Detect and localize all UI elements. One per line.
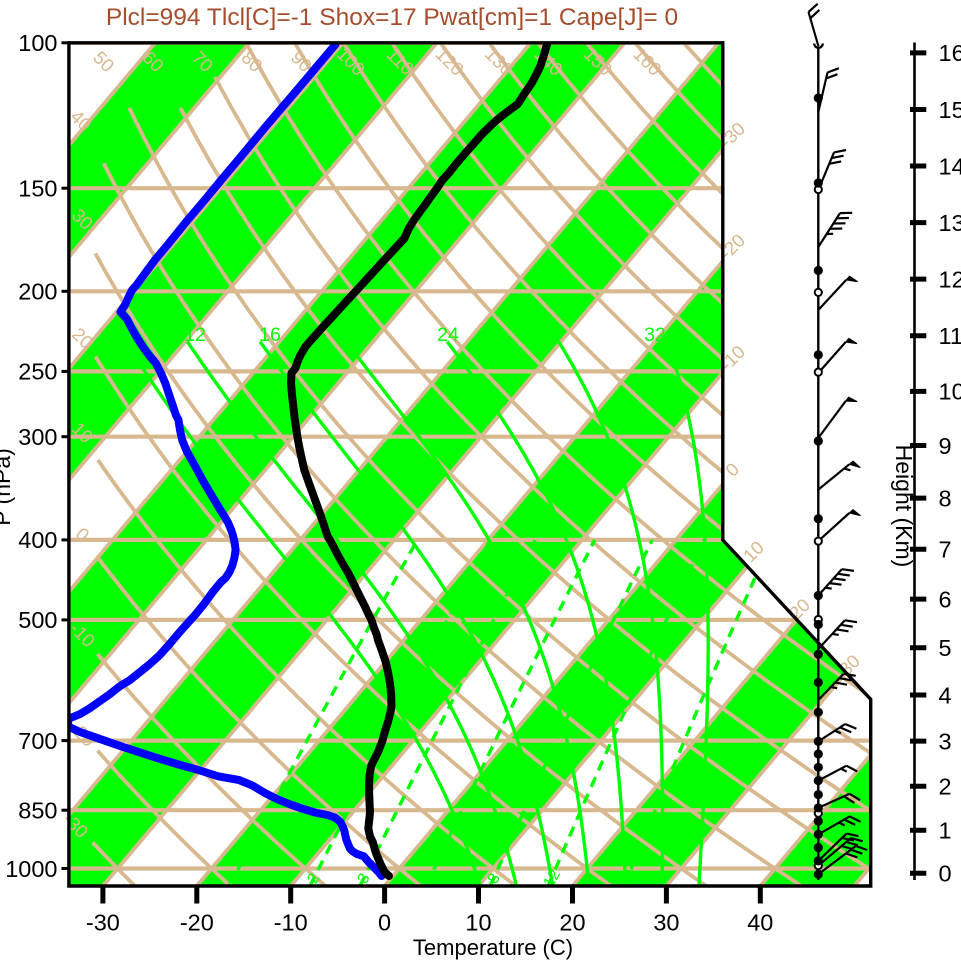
svg-text:-30: -30 xyxy=(86,910,120,936)
svg-text:28: 28 xyxy=(540,324,562,346)
svg-text:-20: -20 xyxy=(180,910,214,936)
svg-text:Plcl=994 Tlcl[C]=-1 Shox=17 Pw: Plcl=994 Tlcl[C]=-1 Shox=17 Pwat[cm]=1 C… xyxy=(106,4,678,31)
svg-text:850: 850 xyxy=(18,798,57,824)
svg-text:500: 500 xyxy=(18,607,57,633)
svg-text:300: 300 xyxy=(18,424,57,450)
svg-text:Temperature (C): Temperature (C) xyxy=(413,935,573,960)
svg-text:6: 6 xyxy=(939,586,952,612)
svg-text:20: 20 xyxy=(559,910,585,936)
svg-text:11: 11 xyxy=(939,323,961,349)
svg-text:30: 30 xyxy=(653,910,679,936)
svg-text:400: 400 xyxy=(18,527,57,553)
svg-text:40: 40 xyxy=(747,910,773,936)
svg-text:7: 7 xyxy=(939,537,952,563)
svg-text:10: 10 xyxy=(939,379,961,405)
svg-text:-10: -10 xyxy=(274,910,308,936)
svg-text:200: 200 xyxy=(18,279,57,305)
svg-text:0: 0 xyxy=(378,910,391,936)
svg-text:24: 24 xyxy=(437,324,459,346)
svg-text:32: 32 xyxy=(644,324,666,346)
svg-text:9: 9 xyxy=(939,433,952,459)
svg-text:8: 8 xyxy=(124,324,135,346)
svg-text:1000: 1000 xyxy=(5,856,57,882)
svg-text:15: 15 xyxy=(939,97,961,123)
svg-text:14: 14 xyxy=(939,153,961,179)
svg-text:250: 250 xyxy=(18,359,57,385)
svg-text:Height (Km): Height (Km) xyxy=(891,445,917,568)
svg-text:100: 100 xyxy=(18,30,57,56)
svg-text:13: 13 xyxy=(939,210,961,236)
svg-text:0: 0 xyxy=(939,861,952,887)
svg-text:5: 5 xyxy=(939,635,952,661)
svg-text:4: 4 xyxy=(939,682,952,708)
svg-text:3: 3 xyxy=(939,728,952,754)
svg-text:2: 2 xyxy=(939,774,952,800)
svg-text:1: 1 xyxy=(939,818,952,844)
svg-text:10: 10 xyxy=(465,910,491,936)
svg-text:700: 700 xyxy=(18,728,57,754)
svg-text:12: 12 xyxy=(939,266,961,292)
svg-text:20: 20 xyxy=(342,324,364,346)
svg-text:16: 16 xyxy=(259,324,281,346)
svg-text:P (hPa): P (hPa) xyxy=(0,448,15,526)
svg-text:150: 150 xyxy=(18,176,57,202)
svg-text:16: 16 xyxy=(939,40,961,66)
svg-text:8: 8 xyxy=(939,485,952,511)
svg-text:12: 12 xyxy=(184,324,206,346)
